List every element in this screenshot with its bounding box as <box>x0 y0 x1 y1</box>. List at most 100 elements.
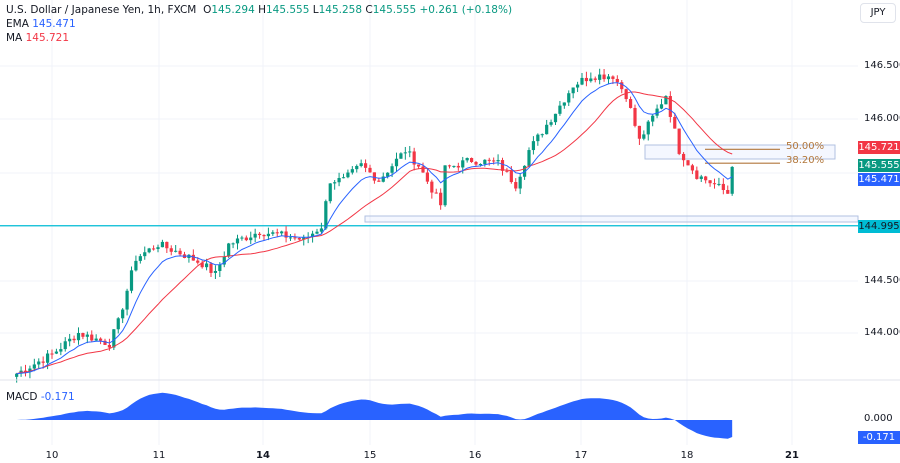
candle-body <box>637 125 642 139</box>
y-tick: 146.500 <box>864 60 900 71</box>
candle-body <box>461 160 465 168</box>
candle-body <box>726 190 730 194</box>
candle-body <box>324 201 328 229</box>
candle-body <box>160 241 165 248</box>
x-tick: 17 <box>574 450 588 461</box>
candle-body <box>439 192 443 206</box>
close-price-badge: 145.555 <box>858 159 900 172</box>
candle-body <box>677 128 681 154</box>
candle-body <box>32 364 36 369</box>
fib-zone <box>644 144 836 160</box>
candle-body <box>628 99 633 108</box>
y-tick: 144.000 <box>864 327 900 338</box>
candle-body <box>147 248 151 253</box>
candle-body <box>593 78 597 80</box>
candle-body <box>386 172 390 177</box>
candle-body <box>41 361 45 363</box>
candle-body <box>699 176 703 179</box>
candle-body <box>443 165 447 206</box>
candle-body <box>377 180 381 182</box>
ma-legend[interactable]: MA 145.721 <box>6 32 70 44</box>
candle-body <box>271 232 275 234</box>
candle-body <box>275 232 279 234</box>
candle-body <box>514 182 518 189</box>
x-tick: 16 <box>468 450 482 461</box>
candle-body <box>63 341 67 350</box>
candle-body <box>531 141 536 151</box>
candle-body <box>363 163 368 168</box>
candle-body <box>341 177 346 179</box>
candle-body <box>138 256 142 261</box>
candle-body <box>59 349 63 352</box>
candle-body <box>284 231 288 238</box>
candle-body <box>430 181 434 193</box>
candle-body <box>204 263 209 268</box>
candle-body <box>174 250 178 252</box>
candle-body <box>642 134 646 139</box>
candle-body <box>45 353 50 363</box>
candle-body <box>549 122 553 125</box>
change: +0.261 (+0.18%) <box>419 4 513 16</box>
candle-body <box>333 182 337 184</box>
candle-body <box>288 237 293 239</box>
candle-body <box>496 160 500 162</box>
candle-body <box>394 158 399 167</box>
candle-body <box>465 158 469 161</box>
candle-body <box>447 165 452 167</box>
candle-body <box>200 262 204 268</box>
candle-body <box>222 256 226 265</box>
x-tick: 10 <box>45 450 59 461</box>
candle-body <box>611 76 615 79</box>
candle-body <box>615 78 619 83</box>
candle-body <box>257 233 262 236</box>
candle-body <box>227 243 231 257</box>
x-tick: 14 <box>256 450 270 461</box>
candle-body <box>165 241 169 249</box>
currency-button[interactable]: JPY <box>860 3 896 23</box>
candle-body <box>606 76 611 80</box>
candle-body <box>85 334 89 337</box>
candle-body <box>213 270 218 273</box>
candle-body <box>659 104 664 109</box>
candle-body <box>664 96 668 105</box>
candle-body <box>302 237 306 240</box>
candle-body <box>253 233 257 238</box>
ema-line <box>16 82 733 375</box>
candle-body <box>355 165 359 170</box>
candle-body <box>249 237 253 241</box>
candle-body <box>553 113 558 123</box>
candle-body <box>673 116 677 129</box>
candle-body <box>72 338 76 341</box>
candle-body <box>107 344 112 348</box>
candle-body <box>527 150 531 166</box>
ema-legend[interactable]: EMA 145.471 <box>6 18 76 30</box>
ma-line <box>16 91 733 375</box>
candle-body <box>191 254 195 261</box>
candle-body <box>381 176 385 182</box>
candle-body <box>112 329 116 348</box>
candle-body <box>668 96 672 117</box>
candle-body <box>129 270 134 291</box>
candle-body <box>730 166 734 194</box>
candle-body <box>421 166 425 173</box>
candle-body <box>620 82 624 90</box>
candle-body <box>50 353 54 355</box>
macd-legend[interactable]: MACD -0.171 <box>6 391 75 403</box>
candle-body <box>425 172 430 182</box>
candle-body <box>602 74 606 80</box>
candle-body <box>408 151 412 153</box>
candle-body <box>456 165 460 168</box>
candle-body <box>235 238 240 244</box>
candle-body <box>266 233 271 237</box>
candle-body <box>545 124 549 135</box>
candle-body <box>209 263 213 273</box>
candle-body <box>297 237 301 240</box>
candle-body <box>315 231 319 234</box>
candle-body <box>584 77 589 82</box>
candle-body <box>368 167 372 173</box>
candle-body <box>651 115 655 122</box>
candle-body <box>562 102 566 106</box>
candle-body <box>28 368 32 373</box>
